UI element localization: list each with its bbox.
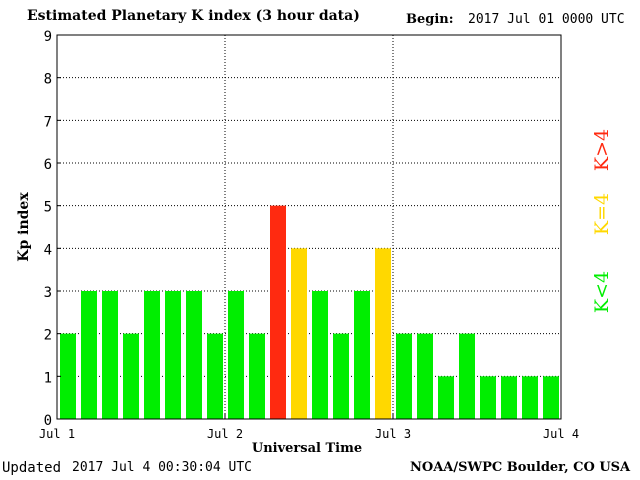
source-credit: NOAA/SWPC Boulder, CO USA bbox=[410, 460, 631, 475]
kp-bar bbox=[291, 248, 307, 419]
y-tick-label: 2 bbox=[44, 328, 52, 344]
kp-bar bbox=[186, 291, 202, 419]
y-tick-label: 9 bbox=[44, 29, 52, 45]
kp-bar bbox=[144, 291, 160, 419]
kp-bar bbox=[207, 333, 223, 419]
kp-bar bbox=[165, 291, 181, 419]
plot-area bbox=[57, 35, 561, 419]
begin-label: Begin: bbox=[406, 12, 454, 27]
kp-bar bbox=[102, 291, 118, 419]
kp-bar bbox=[543, 376, 559, 419]
kp-bar bbox=[396, 333, 412, 419]
y-tick-label: 8 bbox=[44, 72, 52, 88]
x-tick-label: Jul 1 bbox=[39, 427, 75, 441]
kp-bar bbox=[312, 291, 328, 419]
kp-bar bbox=[354, 291, 370, 419]
kp-bar bbox=[333, 333, 349, 419]
x-tick-label: Jul 2 bbox=[207, 427, 243, 441]
y-tick-label: 7 bbox=[44, 114, 52, 130]
kp-bar bbox=[81, 291, 97, 419]
x-axis-label: Universal Time bbox=[252, 441, 362, 456]
kp-bar bbox=[438, 376, 454, 419]
legend-low: K<4 bbox=[591, 271, 613, 313]
y-tick-label: 6 bbox=[44, 157, 52, 173]
kp-bar bbox=[375, 248, 391, 419]
kp-bar bbox=[60, 333, 76, 419]
kp-bar bbox=[480, 376, 496, 419]
kp-bar bbox=[417, 333, 433, 419]
y-tick-label: 1 bbox=[44, 370, 52, 386]
y-tick-label: 4 bbox=[44, 242, 52, 258]
kp-bar bbox=[522, 376, 538, 419]
updated-label: Updated bbox=[2, 460, 62, 476]
x-tick-label: Jul 4 bbox=[543, 427, 579, 441]
kp-bar bbox=[228, 291, 244, 419]
legend-high: K>4 bbox=[591, 129, 613, 171]
y-tick-label: 5 bbox=[44, 200, 52, 216]
plot-frame bbox=[56, 34, 562, 420]
updated-value: 2017 Jul 4 00:30:04 UTC bbox=[72, 460, 253, 475]
kp-bar bbox=[123, 333, 139, 419]
legend-mid: K=4 bbox=[591, 193, 613, 235]
kp-bar bbox=[249, 333, 265, 419]
y-tick-label: 3 bbox=[44, 285, 52, 301]
chart-title: Estimated Planetary K index (3 hour data… bbox=[27, 8, 360, 24]
kp-bar bbox=[501, 376, 517, 419]
kp-bar bbox=[270, 205, 286, 419]
y-axis-label: Kp index bbox=[16, 192, 32, 262]
y-tick-label: 0 bbox=[44, 413, 52, 429]
begin-value: 2017 Jul 01 0000 UTC bbox=[468, 12, 625, 27]
x-tick-label: Jul 3 bbox=[375, 427, 411, 441]
kp-bar bbox=[459, 333, 475, 419]
